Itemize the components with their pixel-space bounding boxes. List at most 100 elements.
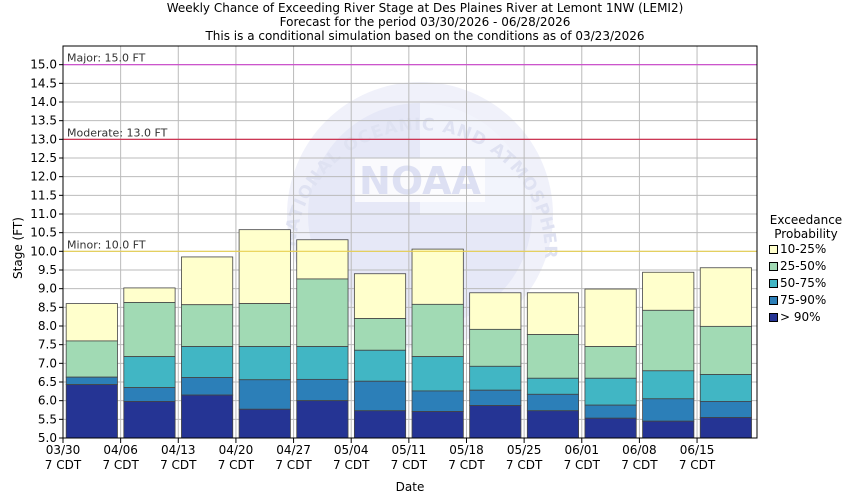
bar-segment-p25_50: [238, 303, 291, 347]
week-bar-06-01: [584, 288, 637, 439]
bar-segment-gt90: [181, 394, 234, 439]
noaa-logo-letters: NOAA: [359, 159, 481, 203]
x-tick-label-date: 06/08: [622, 443, 657, 457]
y-tick-label: 6.0: [38, 394, 57, 408]
x-tick-label-date: 06/01: [564, 443, 599, 457]
legend-label-75-90: 75-90%: [780, 293, 827, 307]
week-bar-04-13: [181, 256, 234, 439]
bar-segment-p25_50: [353, 318, 407, 351]
week-bar-06-08: [642, 271, 695, 439]
week-bar-03-30: [65, 303, 118, 439]
legend-swatch-10-25: [769, 245, 778, 254]
bar-segment-p50_75: [123, 356, 176, 389]
legend-label-10-25: 10-25%: [780, 242, 827, 256]
bar-segment-p10_25: [526, 292, 580, 335]
y-tick-label: 11.5: [30, 188, 57, 202]
legend: Exceedance Probability 10-25% 25-50% 50-…: [762, 213, 850, 326]
bar-segment-p50_75: [238, 346, 291, 381]
bar-segment-p50_75: [296, 346, 349, 380]
bar-segment-gt90: [642, 420, 695, 439]
week-bar-05-04: [353, 273, 407, 439]
bar-segment-p75_90: [296, 378, 349, 402]
legend-item-75-90: 75-90%: [762, 292, 850, 309]
bar-segment-gt90: [123, 401, 176, 439]
y-tick-label: 6.5: [38, 375, 57, 389]
y-tick-label: 15.0: [30, 58, 57, 72]
y-tick-label: 13.0: [30, 132, 57, 146]
bar-segment-p75_90: [353, 380, 407, 412]
bar-segment-p25_50: [584, 346, 637, 379]
bar-segment-p50_75: [353, 349, 407, 382]
legend-swatch-25-50: [769, 262, 778, 271]
x-tick-label-date: 05/18: [449, 443, 484, 457]
x-tick-label-date: 05/11: [392, 443, 427, 457]
legend-swatch-75-90: [769, 296, 778, 305]
bar-segment-gt90: [584, 417, 637, 439]
y-tick-label: 9.0: [38, 282, 57, 296]
y-axis-label: Stage (FT): [11, 217, 25, 279]
x-tick-label-time: 7 CDT: [506, 458, 543, 472]
bar-segment-p10_25: [353, 273, 407, 319]
x-tick-label-time: 7 CDT: [391, 458, 428, 472]
threshold-label-moderate: Moderate: 13.0 FT: [67, 126, 168, 139]
week-bar-04-27: [296, 239, 349, 439]
bar-segment-p25_50: [469, 328, 522, 367]
y-tick-label: 12.0: [30, 170, 57, 184]
bar-segment-p75_90: [181, 377, 234, 396]
chart-title: Weekly Chance of Exceeding River Stage a…: [166, 1, 684, 15]
bar-segment-gt90: [238, 408, 291, 439]
legend-title-line-1: Exceedance: [769, 213, 843, 227]
bar-segment-p50_75: [411, 356, 464, 392]
y-tick-label: 5.0: [38, 431, 57, 445]
bar-segment-p50_75: [699, 374, 752, 402]
week-bar-04-06: [123, 287, 176, 439]
x-tick-label-time: 7 CDT: [45, 458, 82, 472]
threshold-label-major: Major: 15.0 FT: [67, 52, 146, 65]
bar-segment-p50_75: [526, 377, 580, 395]
x-tick-label-time: 7 CDT: [160, 458, 197, 472]
y-tick-label: 9.5: [38, 263, 57, 277]
bar-segment-p10_25: [65, 303, 118, 342]
legend-item-10-25: 10-25%: [762, 241, 850, 258]
x-tick-label-date: 03/30: [46, 443, 81, 457]
week-bar-06-15: [699, 267, 752, 439]
bar-segment-p50_75: [469, 365, 522, 391]
chart-subtitle-conditions: This is a conditional simulation based o…: [205, 29, 645, 43]
bar-segment-p25_50: [123, 302, 176, 358]
bar-segment-p75_90: [584, 404, 637, 419]
bar-segment-gt90: [411, 411, 464, 439]
noaa-logo-text-block: [355, 158, 485, 202]
x-tick-label-time: 7 CDT: [102, 458, 139, 472]
x-axis-label: Date: [396, 480, 425, 494]
x-tick-label-time: 7 CDT: [333, 458, 370, 472]
bar-segment-gt90: [65, 384, 118, 439]
bar-segment-p75_90: [699, 401, 752, 418]
chart-bars: [65, 229, 752, 439]
bar-segment-p10_25: [411, 248, 464, 305]
legend-swatch-gt-90: [769, 313, 778, 322]
bar-segment-p50_75: [642, 370, 695, 400]
bar-segment-p25_50: [181, 304, 234, 347]
x-tick-label-date: 04/13: [161, 443, 196, 457]
bar-segment-p10_25: [642, 271, 695, 311]
bar-segment-gt90: [526, 410, 580, 439]
x-tick-label-date: 04/06: [103, 443, 138, 457]
bar-segment-gt90: [699, 417, 752, 439]
bar-segment-gt90: [296, 400, 349, 439]
bar-segment-p10_25: [296, 239, 349, 280]
y-tick-label: 13.5: [30, 114, 57, 128]
bar-segment-p75_90: [642, 398, 695, 422]
bar-segment-p10_25: [181, 256, 234, 306]
y-tick-label: 10.5: [30, 226, 57, 240]
bar-segment-gt90: [353, 410, 407, 439]
bar-segment-p75_90: [526, 393, 580, 412]
x-tick-label-time: 7 CDT: [621, 458, 658, 472]
legend-title-line-2: Probability: [774, 227, 838, 241]
y-tick-label: 8.5: [38, 300, 57, 314]
bar-segment-p25_50: [296, 278, 349, 347]
x-tick-label-time: 7 CDT: [679, 458, 716, 472]
bar-segment-gt90: [469, 405, 522, 439]
bar-segment-p10_25: [469, 292, 522, 330]
chart-subtitle-period: Forecast for the period 03/30/2026 - 06/…: [279, 15, 571, 29]
